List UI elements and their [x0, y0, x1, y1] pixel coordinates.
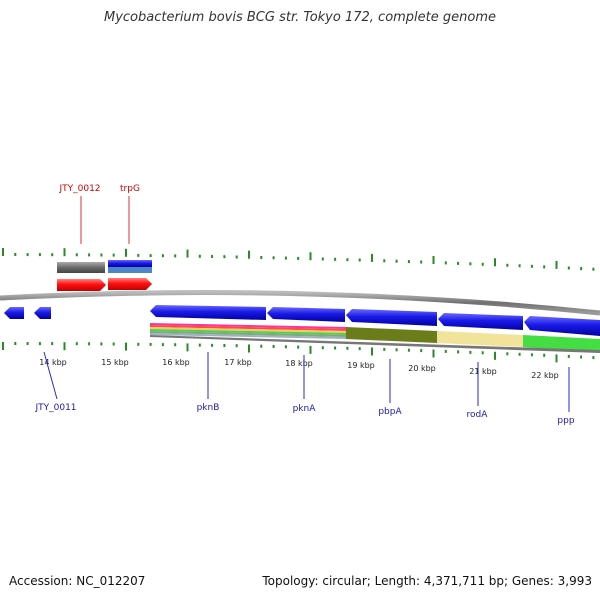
gene-label-trpg[interactable]: trpG [120, 184, 140, 194]
accession-text: Accession: NC_012207 [9, 574, 146, 588]
tick-label-22kbp: 22 kbp [531, 371, 559, 380]
tick-label-17kbp: 17 kbp [224, 358, 252, 367]
gene-arrow-reverse-2[interactable] [34, 307, 51, 319]
gene-label-ppp[interactable]: ppp [557, 416, 574, 426]
gene-arrow-forward-trpg[interactable] [108, 278, 152, 290]
genome-stats-text: Topology: circular; Length: 4,371,711 bp… [262, 574, 592, 588]
gene-arrow-forward-jty0012[interactable] [57, 279, 106, 291]
gene-arrow-reverse-pbpa[interactable] [346, 309, 437, 326]
genome-title: Mycobacterium bovis BCG str. Tokyo 172, … [104, 10, 496, 25]
tick-label-14kbp: 14 kbp [39, 358, 67, 367]
gene-feature-gray[interactable] [57, 262, 105, 273]
band-olive [346, 327, 437, 343]
tick-label-18kbp: 18 kbp [285, 359, 313, 368]
gene-label-pbpa[interactable]: pbpA [378, 407, 402, 417]
gene-feature-steelblue[interactable] [108, 267, 152, 273]
inner-tick-ring [2, 342, 595, 363]
annotation-bands [150, 323, 600, 353]
tick-label-21kbp: 21 kbp [469, 367, 497, 376]
gene-label-pkna[interactable]: pknA [293, 404, 317, 414]
tick-label-20kbp: 20 kbp [408, 364, 436, 373]
tick-label-15kbp: 15 kbp [101, 358, 129, 367]
tick-label-19kbp: 19 kbp [347, 361, 375, 370]
outer-tick-ring [2, 248, 595, 271]
gene-arrow-reverse-ppp[interactable] [524, 316, 600, 336]
gene-arrow-reverse-pkna[interactable] [267, 307, 345, 322]
gene-arrow-reverse-1[interactable] [4, 307, 24, 319]
gene-feature-blue-top[interactable] [108, 260, 152, 267]
band-khaki [437, 331, 523, 347]
tick-labels: 14 kbp 15 kbp 16 kbp 17 kbp 18 kbp 19 kb… [39, 358, 559, 380]
tick-label-16kbp: 16 kbp [162, 358, 190, 367]
gene-label-pknb[interactable]: pknB [197, 403, 220, 413]
genome-backbone [0, 290, 600, 316]
gene-label-jty0011[interactable]: JTY_0011 [34, 403, 76, 413]
gene-label-roda[interactable]: rodA [467, 410, 489, 420]
gene-arrow-reverse-pknb[interactable] [150, 305, 266, 320]
gene-label-jty0012[interactable]: JTY_0012 [58, 184, 100, 194]
gene-arrow-reverse-roda[interactable] [438, 313, 523, 330]
leader-line-jty0011 [43, 351, 58, 400]
